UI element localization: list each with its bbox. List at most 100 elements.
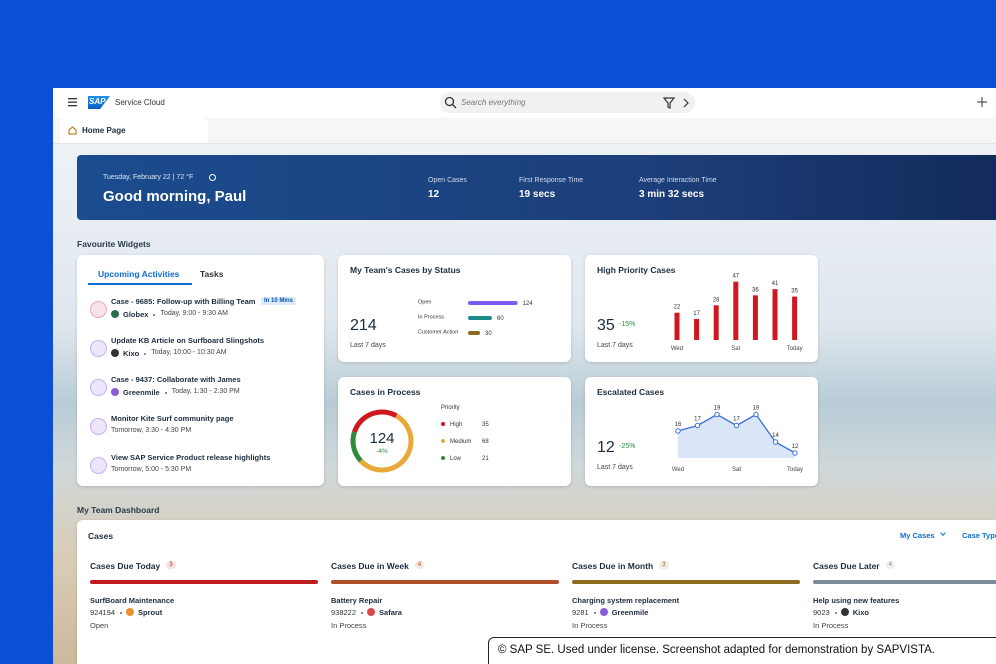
donut-segment — [358, 413, 414, 473]
org-name: Kixo — [852, 608, 869, 617]
bar — [468, 301, 518, 305]
donut-segment — [352, 409, 398, 433]
point — [675, 428, 681, 434]
widget-title: High Priority Cases — [597, 265, 676, 275]
footer-text: © SAP SE. Used under license. Screenshot… — [498, 644, 935, 656]
case-status: In Process — [331, 621, 367, 630]
separator-dot — [834, 611, 837, 614]
kpi-label: First Response Time — [519, 177, 584, 184]
case-id: 9281 — [572, 608, 589, 617]
org-name: Safara — [379, 608, 402, 617]
change: -15% — [619, 321, 636, 328]
bar-value: 22 — [674, 305, 681, 311]
bar — [694, 318, 700, 340]
donut-change: -4% — [376, 448, 388, 455]
legend-dot — [441, 456, 445, 460]
bar — [772, 289, 778, 340]
bar-value: 30 — [485, 331, 492, 337]
tab[interactable]: Tasks — [200, 269, 224, 279]
add-icon[interactable] — [977, 97, 987, 107]
activity-title: Update KB Article on Surfboard Slingshot… — [111, 336, 265, 345]
org-icon — [111, 310, 119, 318]
period: Last 7 days — [350, 342, 386, 349]
sun-icon — [209, 174, 216, 181]
search-placeholder: Search everything — [461, 98, 526, 107]
kpi-value: 3 min 32 secs — [639, 189, 705, 200]
org-icon — [599, 608, 608, 616]
status-card — [338, 255, 571, 362]
x-label: Sat — [732, 467, 741, 473]
column-title: Cases Due Later — [813, 561, 880, 571]
count-badge: 3 — [166, 561, 176, 569]
widget-title: Cases in Process — [350, 387, 421, 397]
change: -25% — [619, 443, 636, 450]
case-id: 924194 — [90, 608, 116, 617]
column-title: Cases Due in Month — [572, 561, 654, 571]
column-bar — [90, 580, 318, 584]
legend-value: 68 — [482, 439, 489, 445]
activity-time: Today, 9:00 - 9:30 AM — [160, 310, 229, 317]
menu-icon[interactable] — [68, 98, 78, 107]
org-name: Kixo — [123, 349, 140, 358]
filter[interactable]: Case Type — [962, 531, 996, 540]
bar-label: Customer Action — [418, 330, 458, 336]
org-name: Greenmile — [611, 608, 649, 617]
filter-icon[interactable] — [663, 97, 691, 109]
bar-value: 41 — [772, 281, 779, 287]
activity-icon — [90, 379, 107, 396]
org-icon — [367, 608, 376, 616]
panel-title: Cases — [88, 531, 114, 541]
legend-label: High — [450, 422, 462, 428]
home-icon — [68, 126, 77, 135]
case-status: In Process — [813, 621, 849, 630]
point — [714, 411, 720, 418]
case-title: Help using new features — [813, 596, 900, 605]
point-value: 19 — [753, 406, 760, 412]
org-icon — [111, 388, 119, 396]
search-box[interactable] — [440, 92, 695, 113]
case-id: 938222 — [331, 608, 357, 617]
column-bar — [331, 580, 559, 584]
legend-value: 21 — [482, 456, 489, 462]
total: 214 — [350, 317, 377, 334]
filter[interactable]: My Cases — [900, 531, 935, 540]
tab-label: Home Page — [82, 126, 126, 135]
point-value: 14 — [772, 433, 779, 439]
point-value: 19 — [714, 406, 721, 412]
org-name: Globex — [123, 310, 149, 319]
high-priority-card — [585, 255, 818, 362]
point-value: 17 — [694, 417, 701, 423]
greeting: Good morning, Paul — [103, 188, 247, 205]
dashboard-title: My Team Dashboard — [77, 505, 160, 515]
banner-date: Tuesday, February 22 | 72 °F — [103, 174, 194, 181]
logo-text: SAP — [89, 97, 106, 106]
home-tab[interactable] — [60, 118, 208, 143]
bar-value: 17 — [693, 311, 700, 317]
count-badge: 4 — [885, 561, 895, 569]
bar-label: Open — [418, 300, 431, 306]
bar-value: 124 — [523, 301, 534, 307]
case-title: Charging system replacement — [572, 596, 680, 605]
activity-title: Monitor Kite Surf community page — [111, 414, 234, 423]
activity-time: Tomorrow, 3:30 - 4:30 PM — [111, 427, 192, 434]
bar-value: 35 — [791, 289, 798, 295]
tab[interactable]: Upcoming Activities — [98, 269, 180, 279]
x-label: Today — [787, 467, 803, 473]
org-name: Greenmile — [123, 388, 160, 397]
column-bar — [813, 580, 996, 584]
point — [694, 422, 701, 429]
bar — [468, 316, 492, 320]
separator-dot — [593, 611, 596, 614]
activity-title: View SAP Service Product release highlig… — [111, 453, 271, 462]
donut-total: 124 — [369, 430, 394, 447]
case-title: Battery Repair — [331, 596, 383, 605]
column-bar — [572, 580, 800, 584]
period: Last 7 days — [597, 464, 633, 471]
point — [772, 439, 779, 445]
bar-value: 60 — [497, 316, 504, 322]
favourites-title: Favourite Widgets — [77, 239, 151, 249]
search-icon — [444, 96, 457, 109]
widget-title: Escalated Cases — [597, 387, 665, 397]
